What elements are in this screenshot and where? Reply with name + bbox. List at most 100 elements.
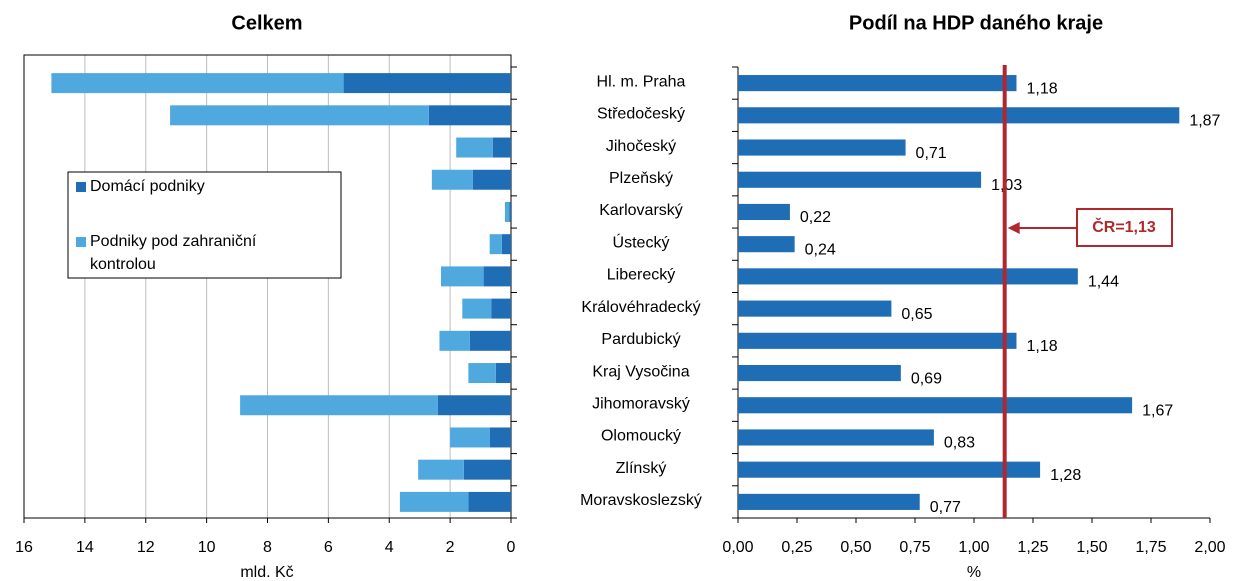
- data-label: 1,44: [1088, 274, 1119, 291]
- bar: [738, 75, 1017, 92]
- bar: [738, 493, 920, 510]
- bar-segment: [483, 266, 511, 287]
- y-tick-label: Ústecký: [613, 232, 670, 251]
- bar-segment: [343, 73, 511, 94]
- legend-label: Podniky pod zahraniční kontrolou: [90, 233, 257, 273]
- data-label: 0,24: [805, 241, 836, 258]
- legend-swatch: [76, 182, 86, 192]
- x-tick-label: 14: [76, 539, 94, 556]
- legend-label: Domácí podniky: [90, 178, 205, 195]
- annotation-arrowhead: [1007, 222, 1020, 234]
- data-label: 0,22: [800, 209, 831, 226]
- bar: [738, 203, 790, 221]
- plot-frame: [23, 54, 512, 519]
- annotation-box: [1076, 208, 1173, 247]
- data-label: 0,65: [901, 306, 932, 323]
- y-tick-label: Liberecký: [607, 267, 675, 284]
- x-tick-label: 6: [324, 539, 333, 556]
- bar-segment: [472, 169, 511, 190]
- bar: [738, 364, 901, 382]
- x-tick-label: 12: [137, 539, 155, 556]
- bar-segment: [495, 363, 511, 384]
- data-label: 1,28: [1050, 467, 1081, 484]
- bar-segment: [509, 201, 511, 222]
- x-tick-label: 0,00: [722, 539, 753, 556]
- legend-swatch: [76, 237, 86, 247]
- bar: [738, 429, 934, 446]
- x-tick-label: 8: [263, 539, 272, 556]
- bar: [738, 107, 1180, 124]
- legend-box: [67, 171, 342, 279]
- bar-segment: [468, 363, 496, 384]
- legend-label-line: Podniky pod zahraniční: [90, 233, 257, 250]
- x-axis-label: %: [967, 564, 981, 581]
- data-label: 1,18: [1026, 80, 1057, 97]
- x-tick-label: 0,75: [899, 539, 930, 556]
- x-tick-label: 0,50: [840, 539, 871, 556]
- y-tick-label: Moravskoslezský: [580, 492, 702, 509]
- bar: [738, 461, 1041, 478]
- data-label: 1,67: [1142, 402, 1173, 419]
- bar: [738, 236, 795, 253]
- bar-segment: [504, 201, 510, 222]
- y-tick-label: Středočeský: [597, 106, 685, 123]
- bar-segment: [431, 169, 473, 190]
- y-tick-label: Kraj Vysočina: [592, 363, 689, 380]
- bar-segment: [469, 330, 511, 351]
- data-label: 1,18: [1026, 338, 1057, 355]
- chart-title: Celkem: [231, 12, 302, 34]
- bar-segment: [440, 266, 484, 287]
- bar-segment: [428, 105, 511, 126]
- y-tick-label: Plzeňský: [609, 170, 673, 187]
- x-tick-label: 1,50: [1076, 539, 1107, 556]
- legend-label-line: kontrolou: [90, 256, 156, 273]
- x-tick-label: 2: [446, 539, 455, 556]
- bar-segment: [501, 234, 511, 255]
- x-tick-label: 0,25: [781, 539, 812, 556]
- data-label: 0,69: [911, 370, 942, 387]
- x-tick-label: 10: [198, 539, 216, 556]
- y-tick-label: Zlínský: [616, 460, 667, 477]
- x-tick-label: 1,25: [1017, 539, 1048, 556]
- chart-title: Podíl na HDP daného kraje: [849, 12, 1103, 34]
- bar-segment: [456, 137, 493, 158]
- bar-segment: [437, 395, 511, 416]
- bar-segment: [491, 298, 511, 319]
- bar-segment: [418, 459, 464, 480]
- data-label: 0,71: [916, 145, 947, 162]
- bar: [738, 397, 1133, 414]
- y-tick-label: Olomoucký: [601, 428, 681, 445]
- bar-segment: [492, 137, 511, 158]
- bar-segment: [489, 234, 502, 255]
- data-label: 1,87: [1189, 113, 1220, 130]
- bar-segment: [170, 105, 429, 126]
- data-label: 1,03: [991, 177, 1022, 194]
- bar-segment: [399, 491, 469, 512]
- x-tick-label: 4: [385, 539, 394, 556]
- data-label: 0,77: [930, 499, 961, 516]
- x-tick-label: 16: [15, 539, 33, 556]
- bar: [738, 171, 982, 188]
- y-tick-label: Jihomoravský: [592, 395, 690, 412]
- x-tick-label: 1,00: [958, 539, 989, 556]
- y-tick-label: Jihočeský: [606, 138, 676, 155]
- bar-segment: [463, 459, 511, 480]
- bar-segment: [468, 491, 511, 512]
- bar-segment: [439, 330, 470, 351]
- x-tick-label: 0: [507, 539, 516, 556]
- y-tick-label: Královéhradecký: [581, 299, 700, 316]
- bar: [738, 300, 892, 317]
- bar: [738, 139, 906, 156]
- x-tick-label: 1,75: [1135, 539, 1166, 556]
- x-tick-label: 2,00: [1194, 539, 1225, 556]
- bar: [738, 332, 1017, 349]
- bar-segment: [450, 427, 490, 448]
- y-tick-label: Karlovarský: [599, 202, 683, 219]
- y-tick-label: Hl. m. Praha: [597, 73, 686, 90]
- annotation-label: ČR=1,13: [1092, 217, 1156, 236]
- data-label: 0,83: [944, 435, 975, 452]
- y-tick-label: Pardubický: [601, 331, 680, 348]
- bar: [738, 268, 1078, 285]
- bar-segment: [51, 73, 344, 94]
